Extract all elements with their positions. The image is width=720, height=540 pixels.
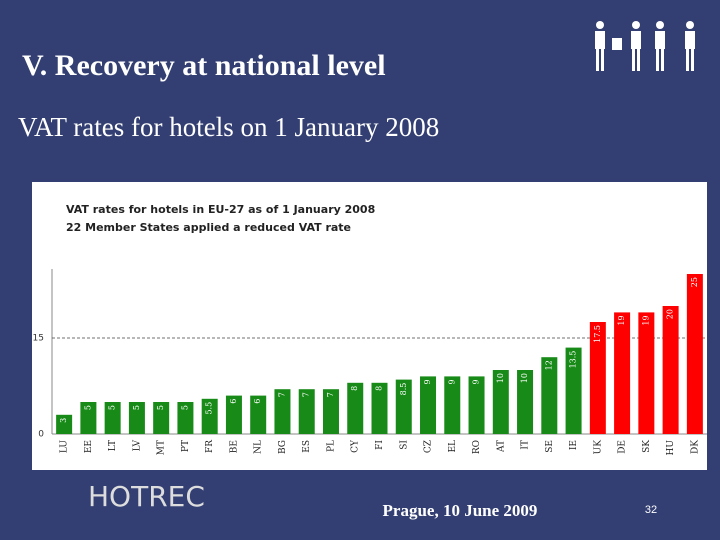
bar [298, 389, 315, 434]
bar [153, 402, 170, 434]
bar [322, 389, 339, 434]
x-tick-label: DE [618, 440, 628, 454]
bar [80, 402, 97, 434]
x-tick-label: PT [181, 440, 191, 452]
value-label: 20 [666, 309, 675, 319]
value-label: 7 [277, 392, 286, 397]
value-label: 5 [180, 405, 189, 410]
bar [444, 376, 461, 434]
bar [201, 398, 218, 434]
value-label: 5 [108, 405, 117, 410]
y-tick-label: 0 [38, 430, 44, 440]
chart-title: VAT rates for hotels in EU-27 as of 1 Ja… [66, 203, 375, 216]
x-tick-label: MT [157, 440, 167, 455]
value-label: 6 [253, 399, 262, 404]
x-tick-label: FI [375, 440, 385, 450]
x-tick-label: CZ [424, 440, 434, 453]
x-tick-label: HU [666, 440, 676, 456]
bar [565, 347, 582, 434]
x-tick-label: LU [60, 440, 70, 453]
x-tick-label: BE [229, 440, 239, 453]
x-tick-label: LT [108, 440, 118, 451]
x-tick-label: DK [690, 440, 700, 454]
value-label: 12 [544, 360, 553, 370]
bar [662, 306, 679, 434]
bar [225, 395, 242, 434]
value-label: 9 [423, 379, 432, 384]
x-tick-label: PL [326, 440, 336, 452]
bar [274, 389, 291, 434]
slide-subtitle: VAT rates for hotels on 1 January 2008 [18, 112, 439, 142]
value-label: 13.5 [569, 351, 578, 369]
x-tick-label: FR [205, 440, 215, 453]
bar [492, 370, 509, 434]
value-label: 5.5 [205, 402, 214, 415]
x-tick-label: SK [642, 440, 652, 453]
value-label: 9 [472, 379, 481, 384]
bar [420, 376, 437, 434]
bar [638, 312, 655, 434]
value-label: 25 [690, 277, 699, 287]
x-tick-label: IT [521, 440, 531, 450]
logo: HOTREC [88, 480, 205, 513]
bar [371, 382, 388, 434]
value-label: 10 [520, 373, 529, 383]
bar [347, 382, 364, 434]
footer: Prague, 10 June 2009 [383, 501, 538, 520]
x-tick-label: SE [545, 440, 555, 453]
value-label: 3 [59, 418, 68, 423]
bar-chart: 0 15 LU 3 EE 5 LT 5 LV 5 MT 5 PT 5 FR 5.5 BE 6 NL 6 BG 7 ES 7 PL… [33, 269, 707, 455]
value-label: 7 [326, 392, 335, 397]
bar [177, 402, 194, 434]
value-label: 5 [83, 405, 92, 410]
value-label: 5 [132, 405, 141, 410]
value-label: 19 [641, 315, 650, 325]
value-label: 7 [302, 392, 311, 397]
x-tick-label: IE [569, 440, 579, 450]
value-label: 9 [447, 379, 456, 384]
bar [104, 402, 121, 434]
x-tick-label: RO [472, 440, 482, 454]
value-label: 8.5 [399, 383, 408, 396]
slide-title: V. Recovery at national level [22, 49, 386, 82]
value-label: 8 [375, 386, 384, 391]
people-icons [595, 21, 695, 71]
x-tick-label: EL [448, 440, 458, 453]
bar [686, 274, 703, 434]
value-label: 8 [350, 386, 359, 391]
bar [250, 395, 267, 434]
x-tick-label: AT [496, 440, 506, 453]
x-tick-label: UK [593, 440, 603, 455]
value-label: 5 [156, 405, 165, 410]
bar [517, 370, 534, 434]
x-tick-label: EE [84, 440, 94, 453]
bar [395, 379, 412, 434]
x-tick-label: BG [278, 440, 288, 454]
x-tick-label: ES [302, 440, 312, 453]
bar [468, 376, 485, 434]
bar [128, 402, 145, 434]
bar [589, 322, 606, 434]
value-label: 10 [496, 373, 505, 383]
x-tick-label: CY [351, 439, 361, 453]
x-tick-label: NL [254, 440, 264, 454]
bar [56, 414, 73, 434]
chart-subtitle: 22 Member States applied a reduced VAT r… [66, 221, 351, 234]
value-label: 19 [617, 315, 626, 325]
page-number: 32 [645, 504, 657, 516]
bar [614, 312, 631, 434]
x-tick-label: LV [132, 440, 142, 452]
y-tick-label: 15 [33, 334, 44, 344]
value-label: 6 [229, 399, 238, 404]
bar [541, 357, 558, 434]
value-label: 17.5 [593, 325, 602, 343]
x-tick-label: SI [399, 440, 409, 450]
